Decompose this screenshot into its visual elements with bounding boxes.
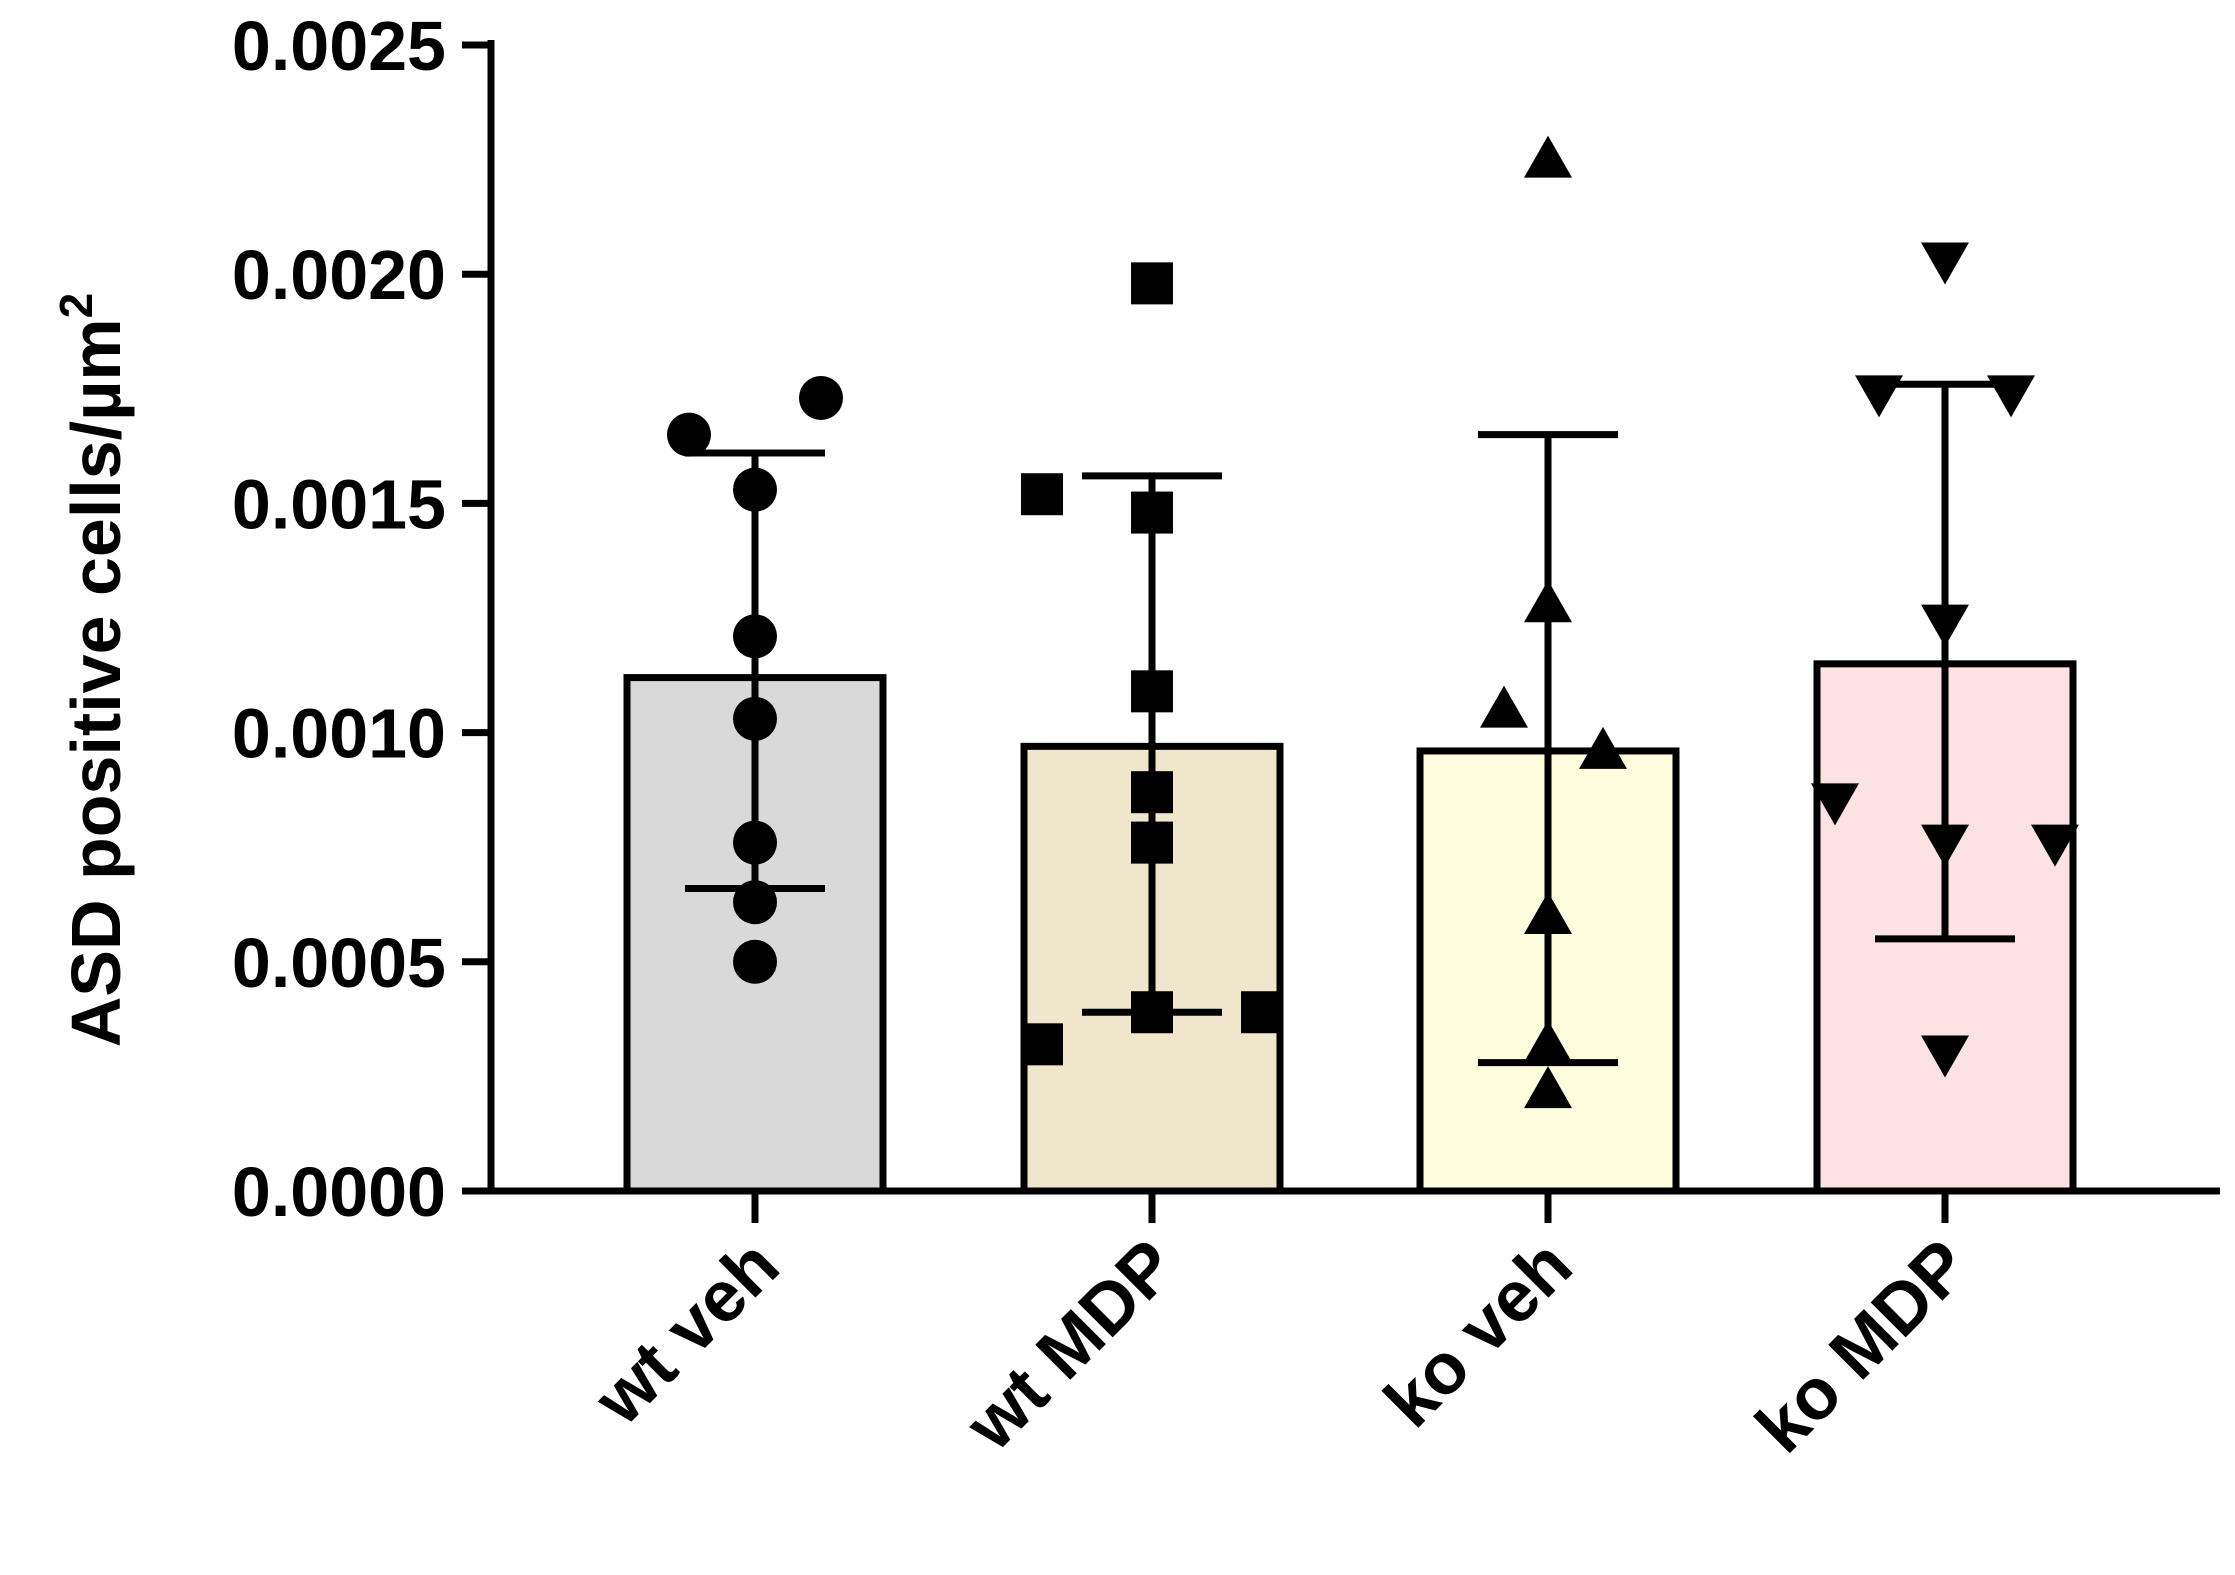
y-ticks-group: 0.0000 0.0005 0.0010 0.0015 0.0020 0.0025 <box>232 7 491 1231</box>
data-point-wt-veh <box>733 614 777 659</box>
data-point-ko-veh <box>1524 580 1572 623</box>
bars-group <box>623 660 2077 1195</box>
data-point-wt-veh <box>733 696 777 741</box>
y-axis-title-superscript: 2 <box>50 293 102 319</box>
data-point-ko-mdp <box>1921 604 1969 647</box>
y-tick-label: 0.0025 <box>232 7 446 85</box>
x-tick-label-wt-mdp: wt MDP <box>950 1225 1191 1466</box>
y-axis-title: ASD positive cells/µm2 <box>50 293 135 1048</box>
data-point-ko-veh <box>1524 135 1572 178</box>
data-point-ko-mdp <box>1855 375 1903 418</box>
data-point-ko-mdp <box>1811 783 1859 826</box>
y-tick-label: 0.0020 <box>232 236 446 314</box>
x-tick-label-ko-veh: ko veh <box>1369 1225 1587 1443</box>
data-point-ko-veh <box>1524 1066 1572 1109</box>
x-tick-label-wt-veh: wt veh <box>579 1225 795 1441</box>
data-point-wt-mdp <box>1131 771 1173 814</box>
y-tick-label: 0.0010 <box>232 695 446 773</box>
x-tick-label-ko-mdp: ko MDP <box>1741 1225 1984 1468</box>
data-point-ko-mdp <box>1987 375 2035 418</box>
data-point-wt-veh <box>667 412 711 457</box>
data-point-ko-veh <box>1480 685 1528 728</box>
data-point-wt-mdp <box>1131 262 1173 305</box>
data-point-wt-mdp <box>1131 991 1173 1034</box>
data-point-ko-mdp <box>1921 242 1969 285</box>
data-point-wt-veh <box>799 375 843 420</box>
y-tick-label: 0.0000 <box>232 1153 446 1231</box>
data-point-wt-mdp <box>1131 821 1173 864</box>
data-point-ko-veh <box>1579 726 1627 769</box>
data-point-ko-mdp <box>2031 824 2079 867</box>
data-point-ko-veh <box>1524 1020 1572 1063</box>
data-point-ko-mdp <box>1921 824 1969 867</box>
data-point-wt-mdp <box>1021 473 1063 516</box>
data-points-group <box>667 135 2079 1109</box>
data-point-wt-veh <box>733 939 777 984</box>
axes-group <box>487 40 2220 1195</box>
y-axis-title-text: ASD positive cells/µm <box>57 318 135 1047</box>
data-point-wt-mdp <box>1241 991 1283 1034</box>
data-point-wt-mdp <box>1131 670 1173 713</box>
data-point-wt-veh <box>733 880 777 925</box>
data-point-ko-mdp <box>1921 1035 1969 1078</box>
data-point-wt-veh <box>733 467 777 512</box>
data-point-wt-veh <box>733 820 777 865</box>
y-tick-label: 0.0015 <box>232 465 446 543</box>
data-point-wt-mdp <box>1021 1023 1063 1066</box>
data-point-wt-mdp <box>1131 491 1173 534</box>
y-tick-label: 0.0005 <box>232 924 446 1002</box>
data-point-ko-veh <box>1524 891 1572 934</box>
x-ticks-group: wt veh wt MDP ko veh ko MDP <box>579 1191 1984 1468</box>
